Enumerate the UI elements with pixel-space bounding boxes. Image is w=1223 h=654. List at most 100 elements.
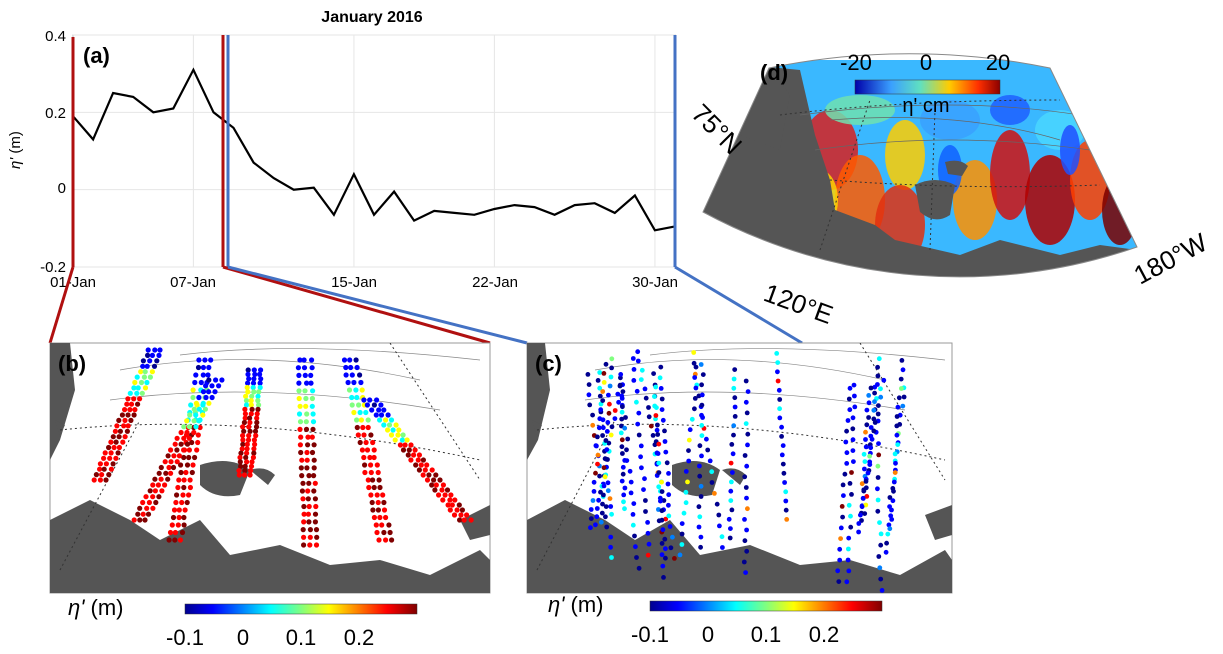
track-point xyxy=(150,482,156,488)
track-point xyxy=(424,462,430,468)
track-point xyxy=(373,412,379,418)
track-point xyxy=(311,442,317,448)
track-point xyxy=(301,503,307,510)
track-point xyxy=(878,576,884,582)
track-point xyxy=(875,373,881,379)
track-point xyxy=(128,417,134,423)
track-point xyxy=(783,507,789,513)
track-point xyxy=(699,392,705,398)
track-point xyxy=(846,535,852,541)
track-point xyxy=(777,415,783,421)
bracket-c-connector-left xyxy=(227,265,528,345)
track-point xyxy=(147,488,153,494)
track-point xyxy=(596,497,601,503)
track-point xyxy=(186,424,192,430)
track-point xyxy=(137,396,143,402)
track-point xyxy=(608,432,614,438)
track-point xyxy=(191,406,197,412)
track-point xyxy=(742,474,748,480)
track-point xyxy=(851,382,857,388)
track-point xyxy=(243,454,249,461)
track-point xyxy=(603,438,609,443)
track-point xyxy=(658,386,664,391)
track-point xyxy=(652,394,657,399)
track-point xyxy=(386,422,393,428)
land-mass xyxy=(527,343,952,593)
graticule xyxy=(779,99,1101,251)
track-point xyxy=(666,513,672,519)
track-point xyxy=(248,411,254,417)
track-point xyxy=(779,424,784,430)
track-point xyxy=(623,415,628,420)
track-point xyxy=(866,400,872,406)
track-point xyxy=(387,529,393,536)
track-point xyxy=(371,402,377,408)
track-point xyxy=(313,503,319,510)
track-point xyxy=(187,484,193,491)
track-point xyxy=(775,378,781,384)
track-point xyxy=(299,457,305,463)
track-point xyxy=(609,356,615,362)
track-point xyxy=(659,552,665,558)
track-point xyxy=(875,463,881,469)
track-point xyxy=(714,501,720,507)
track-point xyxy=(395,432,401,438)
track-point xyxy=(152,476,158,482)
track-point xyxy=(248,463,255,469)
track-point xyxy=(103,461,109,467)
track-point xyxy=(595,434,600,440)
track-point xyxy=(729,479,734,485)
track-point xyxy=(116,444,122,451)
colorbar-tick-label: 0 xyxy=(702,622,714,647)
track-point xyxy=(242,463,248,469)
track-point xyxy=(709,480,715,485)
track-point xyxy=(187,477,193,483)
track-point xyxy=(741,559,747,565)
track-point xyxy=(361,397,367,403)
track-point xyxy=(181,447,188,453)
track-point xyxy=(646,414,652,420)
track-point xyxy=(400,432,406,438)
track-point xyxy=(205,372,211,378)
track-point xyxy=(97,477,103,483)
track-point xyxy=(687,427,693,433)
track-point xyxy=(622,485,628,491)
track-point xyxy=(145,352,151,358)
track-point xyxy=(618,430,624,436)
track-point xyxy=(863,479,869,484)
track-point xyxy=(245,380,251,386)
track-point xyxy=(889,507,894,513)
track-point xyxy=(101,455,107,461)
track-point xyxy=(698,494,704,499)
track-point xyxy=(775,369,780,375)
track-point xyxy=(775,360,781,365)
series-line xyxy=(72,67,676,232)
track-point xyxy=(630,356,636,361)
track-point xyxy=(301,519,307,525)
track-point xyxy=(660,563,666,569)
track-point xyxy=(93,472,99,478)
land-mass xyxy=(1123,185,1137,215)
colorbar-tick-label: 0.2 xyxy=(344,625,375,650)
track-point xyxy=(357,439,363,446)
track-point xyxy=(363,439,369,446)
track-point xyxy=(624,447,629,453)
track-point xyxy=(380,492,386,498)
track-point xyxy=(181,424,187,430)
track-point xyxy=(241,428,247,434)
track-point xyxy=(594,514,600,520)
track-point xyxy=(238,450,244,456)
track-point xyxy=(602,456,608,462)
track-point xyxy=(152,488,158,494)
track-point xyxy=(349,372,355,378)
track-point xyxy=(310,411,316,417)
track-point xyxy=(424,477,431,483)
track-point xyxy=(698,534,704,540)
track-point xyxy=(663,555,668,561)
track-point xyxy=(600,389,606,394)
track-point xyxy=(154,358,160,364)
track-point xyxy=(97,466,103,472)
track-point xyxy=(368,492,374,498)
track-point xyxy=(863,437,868,442)
track-point xyxy=(297,426,303,432)
